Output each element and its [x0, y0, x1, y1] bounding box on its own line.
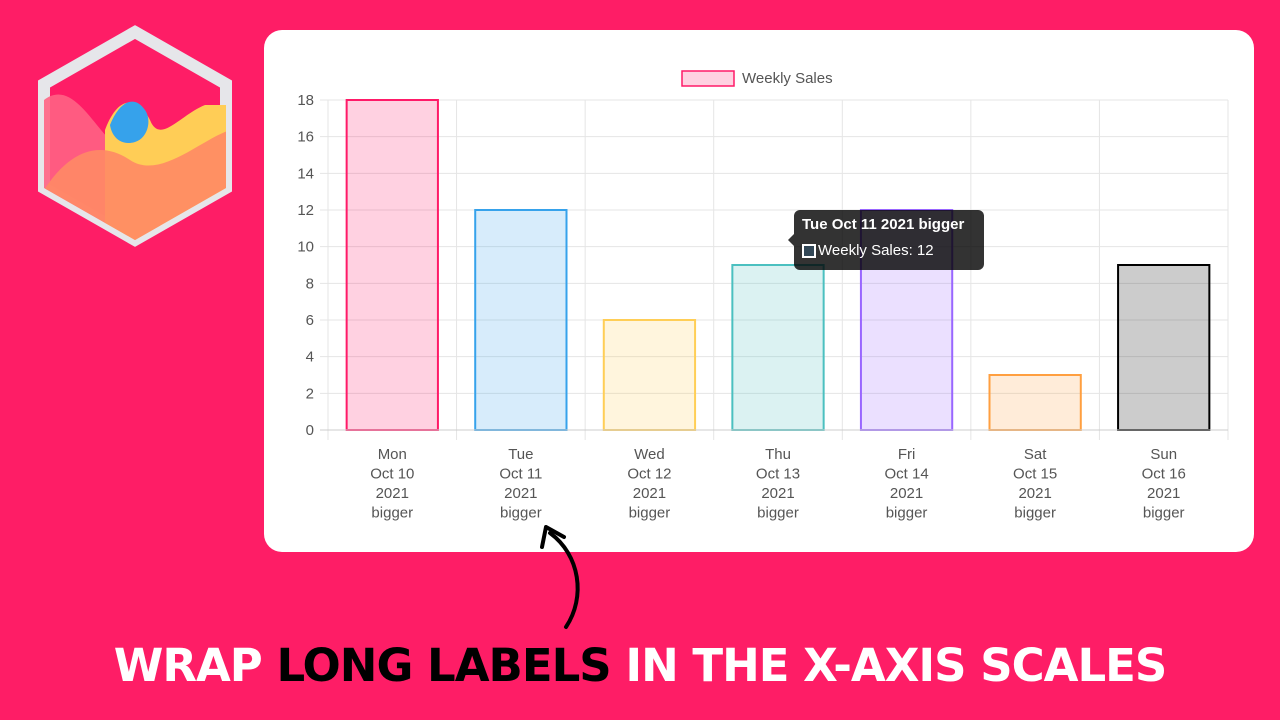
bar[interactable]	[602, 319, 697, 431]
y-tick-label: 0	[306, 422, 314, 439]
x-tick-label: Sat Oct 15 2021 bigger	[1013, 446, 1057, 522]
caption-part-1: WRAP	[113, 639, 277, 692]
x-tick-label: Wed Oct 12 2021 bigger	[627, 446, 671, 522]
video-caption: WRAP LONG LABELS IN THE X-AXIS SCALES	[0, 640, 1280, 692]
bar[interactable]	[988, 374, 1082, 431]
y-tick-label: 2	[306, 385, 314, 402]
y-tick-label: 16	[297, 129, 314, 146]
bar[interactable]	[1117, 264, 1211, 431]
tooltip-body: Weekly Sales: 12	[802, 242, 976, 260]
caption-highlight: LONG LABELS	[276, 639, 611, 692]
chart-tooltip: Tue Oct 11 2021 bigger Weekly Sales: 12	[788, 210, 984, 270]
y-tick-label: 14	[297, 165, 314, 182]
bar-chart: 0 2 4 6 8 10 12 14 16 18 Mon Oct 10 2021 bigger Tue Oct…	[297, 70, 1229, 522]
y-tick-label: 12	[297, 202, 314, 219]
x-tick-label: Sun Oct 16 2021 bigger	[1142, 446, 1186, 522]
tooltip-color-swatch	[802, 244, 816, 258]
x-tick-label: Tue Oct 11 2021 bigger	[499, 446, 542, 522]
bar[interactable]	[345, 99, 439, 431]
tooltip-caret	[788, 234, 794, 246]
x-tick-label: Mon Oct 10 2021 bigger	[370, 446, 414, 522]
y-tick-label: 10	[297, 239, 314, 256]
y-tick-label: 6	[306, 312, 314, 329]
bar[interactable]	[474, 209, 568, 431]
tooltip-value: Weekly Sales: 12	[818, 242, 934, 259]
bar[interactable]	[731, 264, 825, 431]
caption-part-3: IN THE X-AXIS SCALES	[610, 639, 1167, 692]
x-tick-label: Fri Oct 14 2021 bigger	[884, 446, 928, 522]
y-tick-label: 8	[306, 275, 314, 292]
chart-card: 0 2 4 6 8 10 12 14 16 18 Mon Oct 10 2021 bigger Tue Oct…	[264, 30, 1254, 552]
y-tick-label: 4	[306, 349, 314, 366]
chartjs-logo-icon	[38, 25, 232, 247]
legend-swatch[interactable]	[681, 70, 735, 87]
x-tick-label: Thu Oct 13 2021 bigger	[756, 446, 800, 522]
curved-arrow-icon	[540, 525, 580, 629]
tooltip-title: Tue Oct 11 2021 bigger	[802, 216, 965, 233]
legend-label[interactable]: Weekly Sales	[742, 70, 833, 87]
y-tick-label: 18	[297, 92, 314, 109]
